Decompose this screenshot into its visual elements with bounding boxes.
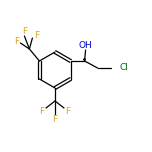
Text: F: F (22, 26, 27, 36)
Text: F: F (34, 31, 39, 40)
Text: F: F (66, 107, 71, 116)
Text: Cl: Cl (120, 64, 128, 73)
Text: F: F (52, 114, 58, 123)
Text: F: F (39, 107, 45, 116)
Text: F: F (14, 38, 19, 47)
Text: OH: OH (79, 40, 92, 50)
